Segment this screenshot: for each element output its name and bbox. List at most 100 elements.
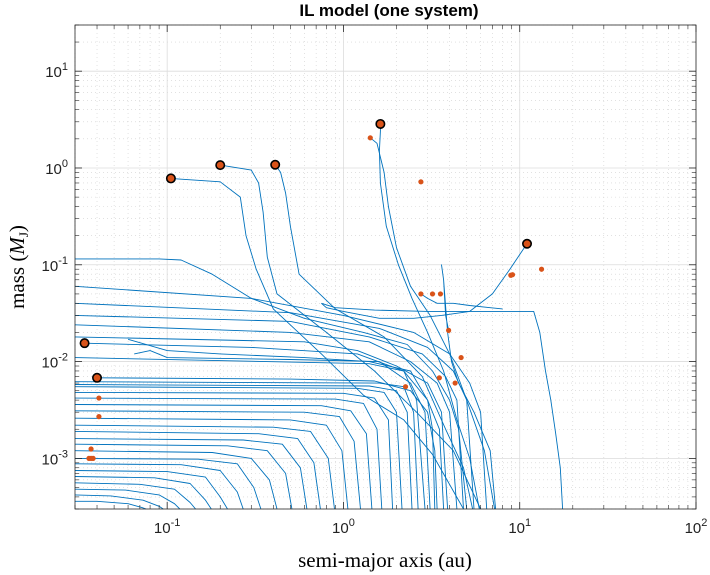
- y-tick-label: 10-2: [42, 352, 68, 372]
- planet-track: [74, 397, 383, 510]
- planet-track: [74, 324, 458, 510]
- final-planets: [79, 118, 545, 461]
- tick-exponent: -1: [171, 517, 181, 529]
- planet-track: [74, 482, 196, 510]
- final-planet-marker: [88, 446, 94, 452]
- tick-exponent: 1: [525, 517, 531, 529]
- tick-exponent: 0: [349, 517, 355, 529]
- planet-track: [74, 336, 449, 510]
- plot-frame: [74, 24, 697, 510]
- tick-exponent: -3: [58, 448, 68, 460]
- y-label-prefix: mass (: [5, 255, 29, 309]
- planet-track: [74, 391, 394, 510]
- tick-exponent: 2: [701, 517, 707, 529]
- final-planet-circled-marker: [215, 160, 226, 171]
- planet-track: [321, 243, 528, 319]
- tick-base: 10: [45, 64, 62, 81]
- y-axis-label: mass (MJ): [5, 225, 31, 309]
- final-planet-marker: [509, 272, 516, 278]
- plot-area: [75, 25, 696, 509]
- final-planet-marker: [446, 327, 452, 333]
- x-tick-label: 102: [685, 517, 708, 537]
- tick-base: 10: [685, 520, 702, 537]
- final-planet-circled-marker: [375, 118, 386, 129]
- planet-track: [74, 494, 164, 510]
- final-planet-circled-marker: [165, 173, 176, 184]
- planet-track: [74, 443, 293, 510]
- y-tick-label: 10-3: [42, 448, 68, 468]
- tick-exponent: -2: [58, 352, 68, 364]
- final-planet-marker: [90, 455, 96, 461]
- planet-track: [420, 293, 503, 310]
- tick-base: 10: [332, 520, 349, 537]
- y-tick-label: 101: [45, 61, 68, 81]
- final-planet-circled-marker: [522, 238, 533, 249]
- tick-base: 10: [42, 355, 59, 372]
- tick-exponent: 1: [62, 61, 68, 73]
- planet-track: [378, 124, 480, 510]
- y-label-symbol: M: [5, 236, 29, 256]
- axis-ticks: [74, 24, 697, 510]
- tick-base: 10: [508, 520, 525, 537]
- final-planet-marker: [429, 291, 436, 297]
- planet-track: [74, 470, 228, 510]
- final-planet-marker: [458, 354, 464, 361]
- planet-track: [96, 377, 438, 510]
- tick-base: 10: [45, 161, 62, 178]
- planet-track: [74, 404, 373, 510]
- tick-base: 10: [42, 451, 59, 468]
- final-planet-marker: [96, 395, 102, 401]
- final-planet-circled-marker: [92, 372, 103, 383]
- planet-track: [74, 417, 349, 510]
- minor-grid: [74, 24, 696, 510]
- planet-track: [74, 430, 321, 510]
- planet-track: [74, 424, 335, 510]
- final-planet-marker: [418, 179, 424, 185]
- planet-track: [74, 450, 278, 510]
- y-tick-label: 10-1: [42, 255, 68, 275]
- tick-exponent: -1: [58, 255, 68, 267]
- final-planet-marker: [538, 266, 545, 272]
- final-planet-marker: [367, 135, 373, 141]
- planet-track: [220, 164, 482, 510]
- y-tick-label: 100: [45, 158, 68, 178]
- planet-track: [321, 302, 564, 510]
- planet-track: [74, 476, 212, 510]
- planet-track: [74, 314, 464, 510]
- planet-track: [74, 285, 488, 510]
- planet-track: [74, 410, 361, 510]
- final-planet-circled-marker: [79, 338, 90, 349]
- planet-track: [74, 386, 403, 510]
- planet-track: [74, 438, 308, 510]
- planet-track: [370, 137, 496, 510]
- final-planet-marker: [96, 414, 102, 420]
- x-axis-label: semi-major axis (au): [298, 548, 472, 572]
- x-tick-label: 10-1: [154, 517, 180, 537]
- final-planet-circled-marker: [270, 159, 281, 170]
- final-planet-marker: [418, 291, 424, 297]
- final-planet-marker: [436, 375, 442, 381]
- tick-base: 10: [42, 258, 59, 275]
- chart-title: IL model (one system): [299, 1, 478, 20]
- final-planet-marker: [437, 291, 444, 297]
- planet-track: [74, 384, 413, 510]
- planet-track: [74, 457, 262, 510]
- planet-track: [74, 488, 181, 510]
- y-label-subscript: J: [16, 232, 31, 237]
- final-planet-marker: [452, 380, 458, 386]
- planet-track: [75, 258, 468, 510]
- planet-track: [74, 302, 475, 510]
- planet-track: [74, 357, 426, 510]
- planet-track: [134, 350, 431, 510]
- planet-tracks: [74, 124, 564, 510]
- x-tick-label: 100: [332, 517, 355, 537]
- x-tick-labels: 10-1 100 101 102: [154, 517, 707, 537]
- final-planet-marker: [402, 384, 409, 390]
- x-tick-label: 101: [508, 517, 531, 537]
- tick-base: 10: [154, 520, 171, 537]
- y-label-suffix: ): [5, 225, 29, 232]
- planet-track: [74, 463, 244, 510]
- planet-track: [170, 177, 464, 510]
